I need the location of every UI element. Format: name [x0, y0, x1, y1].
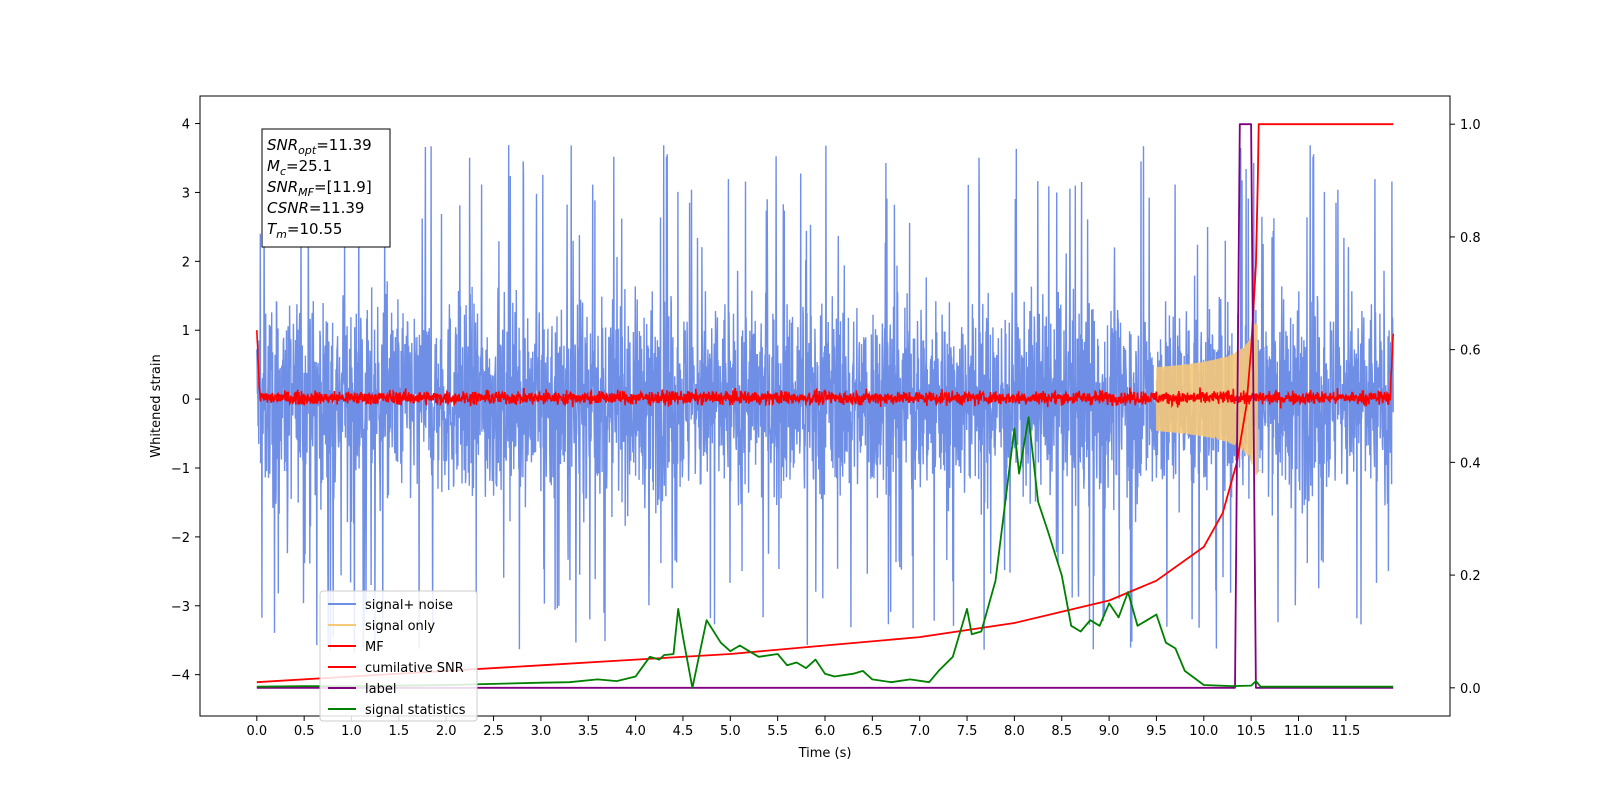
y-right-tick-label: 0.0 [1460, 682, 1481, 697]
x-tick-label: 0.5 [294, 724, 315, 739]
x-tick-label: 5.5 [767, 724, 788, 739]
legend-signal-only-label: signal only [365, 619, 435, 634]
y-axis-left: 4 3 2 1 0 −1 −2 −3 −4 [171, 118, 200, 684]
x-tick-label: 9.5 [1146, 724, 1167, 739]
series-mf [256, 330, 1394, 409]
y-left-tick-label: −1 [171, 462, 190, 477]
series-label [256, 123, 1394, 689]
annotation-frame [261, 128, 391, 248]
legend-items: signal+ noise signal only MF cumilative SNR… [328, 598, 466, 718]
y-left-tick-label: −2 [171, 531, 190, 546]
x-tick-label: 7.5 [957, 724, 978, 739]
legend-frame [319, 590, 478, 722]
legend-signal-plus-noise-label: signal+ noise [365, 598, 453, 613]
y-left-tick-label: 2 [182, 255, 190, 270]
x-tick-label: 3.5 [578, 724, 599, 739]
x-tick-label: 1.5 [389, 724, 410, 739]
x-tick-label: 11.5 [1331, 724, 1360, 739]
x-axis-label: Time (s) [798, 746, 852, 761]
annotation-line-snr-mf: SNRMF=[11.9] [267, 178, 372, 199]
y-right-tick-label: 0.6 [1460, 344, 1481, 359]
y-right-tick-label: 0.8 [1460, 231, 1481, 246]
x-tick-label: 2.5 [483, 724, 504, 739]
series-signal-statistics [256, 416, 1394, 689]
x-tick-label: 0.0 [246, 724, 267, 739]
y-left-tick-label: 4 [182, 118, 190, 133]
x-tick-label: 5.0 [720, 724, 741, 739]
annotation-line-tm: Tm=10.55 [267, 220, 342, 241]
y-left-tick-label: −3 [171, 600, 190, 615]
annotation-line-mc: Mc=25.1 [267, 157, 332, 178]
series-layer [256, 123, 1394, 689]
y-left-tick-label: 0 [182, 393, 190, 408]
legend: signal+ noise signal only MF cumilative SNR… [319, 590, 478, 722]
x-tick-label: 4.0 [625, 724, 646, 739]
x-tick-label: 10.0 [1189, 724, 1218, 739]
y-right-tick-label: 0.4 [1460, 456, 1481, 471]
annotation-line-snr-opt: SNRopt=11.39 [267, 136, 372, 157]
y-left-tick-label: −4 [171, 669, 190, 684]
x-tick-label: 9.0 [1099, 724, 1120, 739]
y-left-tick-label: 1 [182, 324, 190, 339]
x-tick-label: 10.5 [1237, 724, 1266, 739]
legend-signal-statistics-label: signal statistics [365, 703, 466, 718]
x-tick-label: 2.0 [436, 724, 457, 739]
legend-cumulative-snr-label: cumilative SNR [365, 661, 464, 676]
x-tick-label: 8.5 [1051, 724, 1072, 739]
legend-mf-label: MF [365, 640, 384, 655]
x-tick-label: 4.5 [673, 724, 694, 739]
y-axis-label: Whitened strain [149, 354, 164, 457]
x-tick-label: 6.5 [862, 724, 883, 739]
y-axis-right: 1.0 0.8 0.6 0.4 0.2 0.0 [1450, 118, 1481, 697]
series-signal-only [1155, 323, 1261, 475]
x-tick-label: 11.0 [1284, 724, 1313, 739]
annotation-box: SNRopt=11.39 Mc=25.1 SNRMF=[11.9] CSNR=1… [261, 128, 391, 248]
series-cumulative-snr [256, 123, 1394, 684]
x-tick-label: 8.0 [1004, 724, 1025, 739]
legend-label-label: label [365, 682, 396, 697]
y-right-tick-label: 1.0 [1460, 118, 1481, 133]
y-right-tick-label: 0.2 [1460, 569, 1481, 584]
x-tick-label: 1.0 [341, 724, 362, 739]
annotation-line-csnr: CSNR=11.39 [267, 199, 364, 217]
series-signal-plus-noise [256, 145, 1394, 653]
x-tick-label: 7.0 [909, 724, 930, 739]
x-tick-label: 3.0 [531, 724, 552, 739]
y-left-tick-label: 3 [182, 186, 190, 201]
x-tick-label: 6.0 [815, 724, 836, 739]
x-axis: 0.0 0.5 1.0 1.5 2.0 2.5 3.0 3.5 4.0 4.5 5.0 5.5 6.0 6… [246, 716, 1360, 739]
